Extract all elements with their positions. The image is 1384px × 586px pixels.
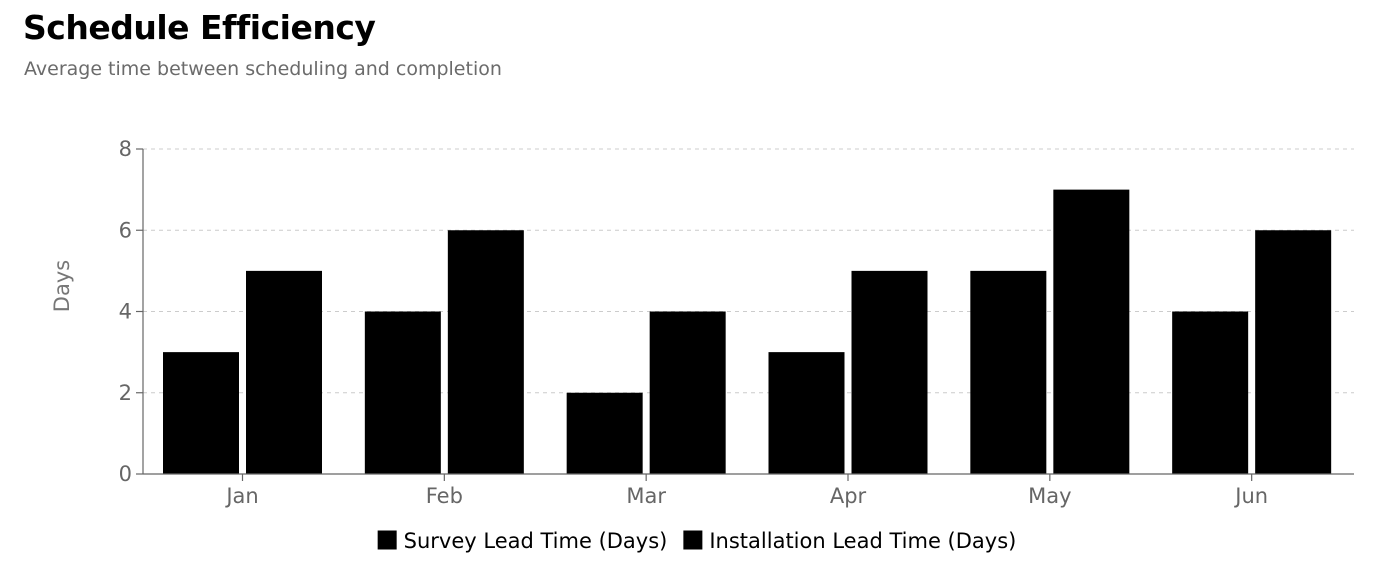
legend-swatch-series-2[interactable] [683, 530, 703, 550]
bar-jan-series-1[interactable] [163, 352, 239, 474]
x-tick-label: May [1028, 484, 1071, 508]
legend-label-series-1[interactable]: Survey Lead Time (Days) [404, 529, 668, 553]
bar-apr-series-1[interactable] [768, 352, 845, 474]
bar-feb-series-2[interactable] [447, 230, 524, 474]
bar-jun-series-1[interactable] [1172, 311, 1249, 475]
x-tick-label: Mar [626, 484, 666, 508]
y-tick-label: 4 [119, 300, 132, 324]
bar-mar-series-2[interactable] [649, 311, 726, 475]
bar-jan-series-2[interactable] [246, 270, 322, 474]
bar-mar-series-1[interactable] [566, 392, 643, 474]
chart-title: Schedule Efficiency [23, 8, 376, 47]
x-tick-label: Jun [1233, 484, 1268, 508]
y-tick-label: 6 [119, 218, 132, 242]
bar-may-series-2[interactable] [1053, 189, 1130, 474]
bar-may-series-1[interactable] [970, 270, 1047, 474]
bar-feb-series-1[interactable] [364, 311, 441, 475]
x-tick-label: Jan [224, 484, 258, 508]
y-axis-label: Days [50, 260, 74, 312]
legend-label-series-2[interactable]: Installation Lead Time (Days) [709, 529, 1016, 553]
bar-jun-series-2[interactable] [1255, 230, 1332, 474]
y-tick-label: 0 [119, 462, 132, 486]
x-tick-label: Feb [426, 484, 463, 508]
y-tick-label: 2 [119, 381, 132, 405]
bar-apr-series-2[interactable] [851, 270, 928, 474]
y-tick-label: 8 [119, 137, 132, 161]
legend-swatch-series-1[interactable] [377, 530, 397, 550]
chart-subtitle: Average time between scheduling and comp… [24, 58, 502, 80]
x-tick-label: Apr [830, 484, 867, 508]
